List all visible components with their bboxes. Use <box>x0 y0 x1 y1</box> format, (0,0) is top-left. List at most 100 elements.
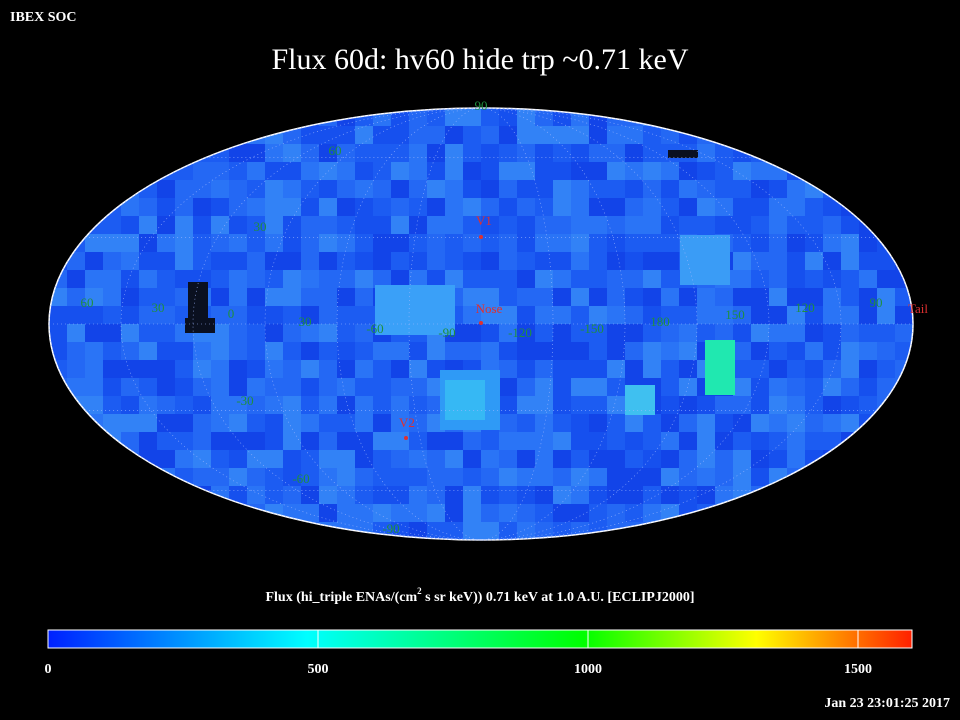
sky-cell <box>877 144 895 162</box>
sky-cell <box>517 144 535 162</box>
sky-cell <box>895 198 913 216</box>
sky-cell <box>823 396 841 414</box>
sky-cell <box>517 450 535 468</box>
sky-cell <box>103 342 121 360</box>
sky-cell <box>859 270 877 288</box>
sky-cell <box>751 288 769 306</box>
sky-cell <box>823 198 841 216</box>
sky-cell <box>733 486 751 504</box>
sky-cell <box>805 144 823 162</box>
sky-cell <box>841 288 859 306</box>
marker-point <box>479 235 483 239</box>
sky-cell <box>157 198 175 216</box>
sky-cell <box>769 144 787 162</box>
sky-cell <box>661 324 679 342</box>
sky-cell <box>337 216 355 234</box>
sky-cell <box>589 234 607 252</box>
sky-cell <box>895 468 913 486</box>
sky-cell <box>229 504 247 522</box>
sky-cell <box>679 432 697 450</box>
sky-cell <box>319 252 337 270</box>
sky-cell <box>211 306 229 324</box>
sky-cell <box>391 504 409 522</box>
colorbar-tick-label: 1000 <box>574 662 602 677</box>
sky-cell <box>859 306 877 324</box>
sky-cell <box>319 216 337 234</box>
sky-cell <box>805 486 823 504</box>
sky-cell <box>301 180 319 198</box>
sky-cell <box>679 486 697 504</box>
sky-cell <box>85 450 103 468</box>
sky-cell <box>463 306 481 324</box>
sky-cell <box>859 252 877 270</box>
sky-cell <box>625 504 643 522</box>
sky-cell <box>823 522 841 540</box>
sky-cell <box>283 144 301 162</box>
sky-cell <box>121 288 139 306</box>
sky-cell <box>391 252 409 270</box>
sky-cell <box>409 216 427 234</box>
sky-cell <box>247 522 265 540</box>
sky-cell <box>121 270 139 288</box>
sky-cell <box>283 432 301 450</box>
sky-cell <box>283 324 301 342</box>
sky-cell <box>481 288 499 306</box>
sky-cell <box>841 108 859 126</box>
sky-cell <box>301 270 319 288</box>
sky-cell <box>409 126 427 144</box>
sky-cell <box>121 162 139 180</box>
sky-cell <box>805 216 823 234</box>
sky-cell <box>805 414 823 432</box>
sky-cell <box>823 468 841 486</box>
sky-cell <box>787 504 805 522</box>
sky-cell <box>337 270 355 288</box>
sky-cell <box>121 414 139 432</box>
sky-cell <box>805 504 823 522</box>
sky-cell <box>589 288 607 306</box>
sky-cell <box>481 504 499 522</box>
sky-cell <box>733 396 751 414</box>
sky-cell <box>139 162 157 180</box>
sky-cell <box>157 162 175 180</box>
sky-cell <box>535 126 553 144</box>
sky-cell <box>625 216 643 234</box>
sky-cell <box>301 108 319 126</box>
sky-cell <box>67 378 85 396</box>
sky-cell <box>679 162 697 180</box>
sky-cell <box>409 378 427 396</box>
sky-cell <box>157 468 175 486</box>
sky-cell <box>499 396 517 414</box>
sky-cell <box>643 126 661 144</box>
sky-cell <box>895 522 913 540</box>
sky-cell <box>265 288 283 306</box>
sky-cell <box>643 522 661 540</box>
sky-cell <box>139 270 157 288</box>
sky-cell <box>697 180 715 198</box>
sky-cell <box>877 270 895 288</box>
sky-cell <box>643 432 661 450</box>
sky-cell <box>49 234 67 252</box>
sky-cell <box>787 162 805 180</box>
sky-cell <box>247 360 265 378</box>
sky-cell <box>823 360 841 378</box>
sky-cell <box>157 288 175 306</box>
sky-cell <box>607 414 625 432</box>
sky-cell <box>211 342 229 360</box>
sky-patch <box>185 318 215 333</box>
sky-cell <box>157 144 175 162</box>
sky-cell <box>553 378 571 396</box>
map-labels: 90 60 30 -30 -60 -90 60 30 0 30 -60 -90 -120 -150 180 1… <box>81 98 929 536</box>
sky-cell <box>751 396 769 414</box>
sky-cell <box>643 504 661 522</box>
sky-cell <box>337 234 355 252</box>
sky-cell <box>463 180 481 198</box>
sky-cell <box>193 468 211 486</box>
sky-cell <box>265 378 283 396</box>
sky-cell <box>373 360 391 378</box>
sky-cell <box>355 468 373 486</box>
sky-cell <box>121 198 139 216</box>
sky-cell <box>589 324 607 342</box>
sky-cell <box>607 378 625 396</box>
sky-cell <box>553 252 571 270</box>
sky-cell <box>463 288 481 306</box>
